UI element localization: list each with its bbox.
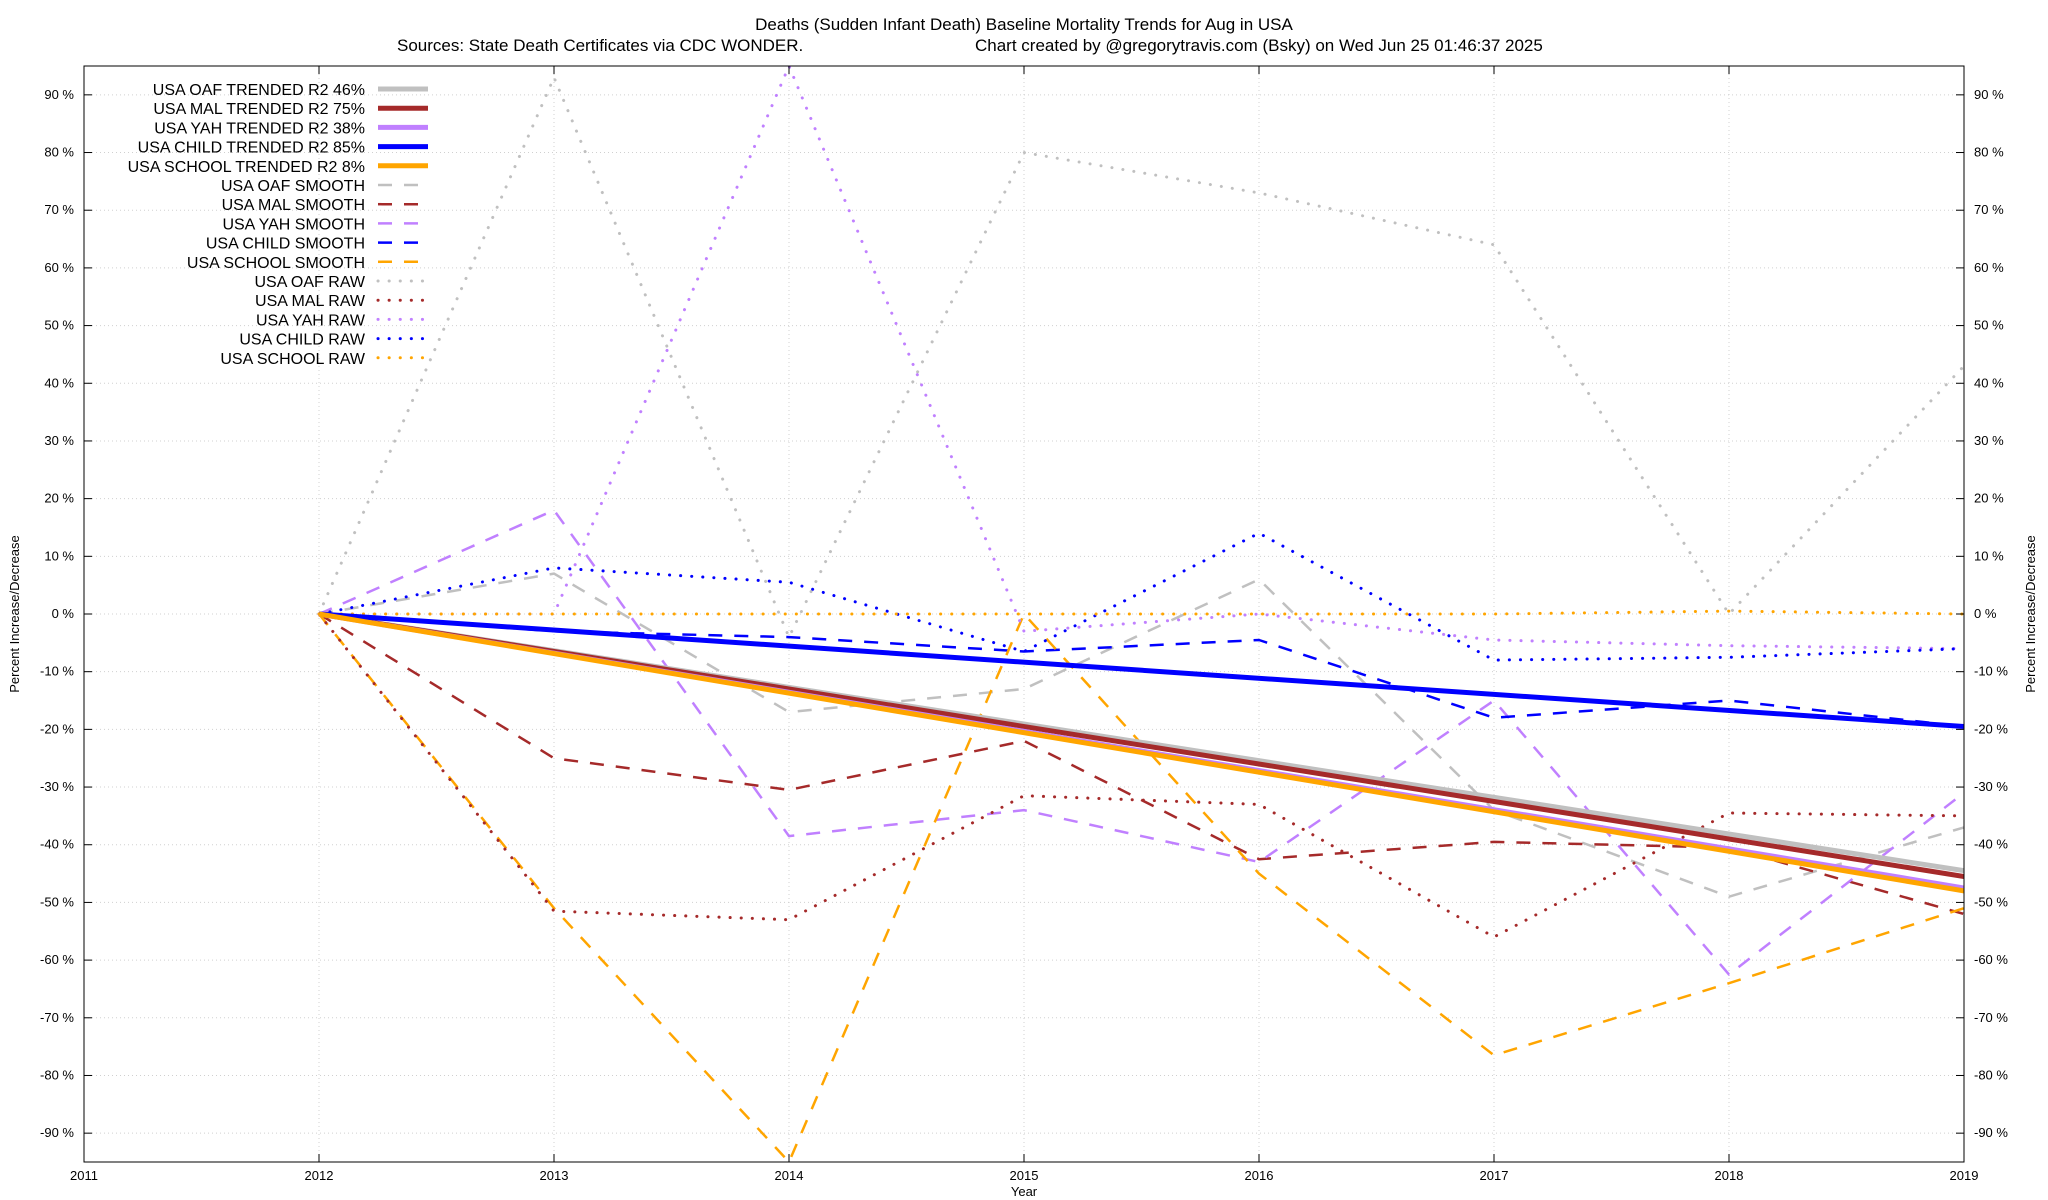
y2-tick-label: 90 % <box>1974 87 2004 102</box>
y-tick-label: 10 % <box>44 548 74 563</box>
grid <box>84 66 1964 1162</box>
legend-label: USA SCHOOL TRENDED R2 8% <box>128 159 365 176</box>
series-line-usa-child-trended-r2-85 <box>318 611 1964 729</box>
y2-tick-label: 10 % <box>1974 548 2004 563</box>
y2-tick-label: -90 % <box>1974 1125 2008 1140</box>
y-tick-label: -50 % <box>40 894 74 909</box>
series-line-usa-yah-smooth <box>318 508 1964 976</box>
series-line-usa-child-smooth <box>318 612 1964 728</box>
y-tick-label: -20 % <box>40 721 74 736</box>
y2-tick-label: 50 % <box>1974 318 2004 333</box>
legend-label: USA CHILD SMOOTH <box>206 236 365 253</box>
y-tick-label: 80 % <box>44 145 74 160</box>
y2-tick-label: -80 % <box>1974 1067 2008 1082</box>
y2-tick-label: 80 % <box>1974 145 2004 160</box>
x-tick-label: 2013 <box>540 1168 569 1183</box>
y2-tick-label: 20 % <box>1974 491 2004 506</box>
x-tick-label: 2018 <box>1715 1168 1744 1183</box>
x-axis-label: Year <box>1011 1184 1038 1199</box>
x-tick-label: 2019 <box>1950 1168 1979 1183</box>
y-tick-label: -30 % <box>40 779 74 794</box>
series-line-usa-child-raw <box>317 531 1964 662</box>
chart-title: Deaths (Sudden Infant Death) Baseline Mo… <box>755 15 1293 34</box>
y2-tick-label: -30 % <box>1974 779 2008 794</box>
series-line-usa-yah-raw <box>317 66 1964 651</box>
chart-subtitle-credit: Chart created by @gregorytravis.com (Bsk… <box>975 36 1543 55</box>
y-tick-label: 50 % <box>44 318 74 333</box>
legend-label: USA YAH TRENDED R2 38% <box>154 120 365 137</box>
legend-label: USA CHILD RAW <box>239 332 366 349</box>
y2-tick-label: 30 % <box>1974 433 2004 448</box>
y2-axis-label: Percent Increase/Decrease <box>2023 535 2038 693</box>
axis-ticks: 2011 2012 2013 2014 2015 2016 2017 2018 2019 90 %… <box>40 66 2008 1183</box>
y-axis-label: Percent Increase/Decrease <box>7 535 22 693</box>
plot-series <box>317 66 1964 1162</box>
y2-tick-label: 0 % <box>1974 606 1997 621</box>
y2-tick-label: 60 % <box>1974 260 2004 275</box>
y-tick-label: 30 % <box>44 433 74 448</box>
legend-label: USA MAL TRENDED R2 75% <box>153 101 365 118</box>
y-tick-label: -40 % <box>40 837 74 852</box>
y-tick-label: -70 % <box>40 1010 74 1025</box>
x-tick-label: 2017 <box>1480 1168 1509 1183</box>
y-tick-label: -10 % <box>40 664 74 679</box>
y-tick-label: 20 % <box>44 491 74 506</box>
legend-label: USA OAF RAW <box>254 274 365 291</box>
legend-label: USA YAH RAW <box>256 312 366 329</box>
x-tick-label: 2016 <box>1245 1168 1274 1183</box>
legend-label: USA OAF TRENDED R2 46% <box>153 82 365 99</box>
y2-tick-label: -40 % <box>1974 837 2008 852</box>
legend-label: USA CHILD TRENDED R2 85% <box>138 140 365 157</box>
x-tick-label: 2014 <box>775 1168 804 1183</box>
legend-label: USA MAL SMOOTH <box>222 197 365 214</box>
y-tick-label: 0 % <box>52 606 75 621</box>
legend: USA OAF TRENDED R2 46% USA MAL TRENDED R2… <box>128 82 430 368</box>
legend-label: USA SCHOOL RAW <box>220 351 366 368</box>
legend-label: USA YAH SMOOTH <box>222 216 365 233</box>
y2-tick-label: -70 % <box>1974 1010 2008 1025</box>
x-tick-label: 2012 <box>305 1168 334 1183</box>
series-line-usa-oaf-smooth <box>318 572 1964 898</box>
y-tick-label: -60 % <box>40 952 74 967</box>
y2-tick-label: -10 % <box>1974 664 2008 679</box>
y-tick-label: -90 % <box>40 1125 74 1140</box>
y-tick-label: 60 % <box>44 260 74 275</box>
series-line-usa-school-trended-r2-8 <box>318 611 1964 894</box>
series-line-usa-school-raw <box>317 609 1964 616</box>
x-tick-label: 2011 <box>70 1168 98 1183</box>
y2-tick-label: -50 % <box>1974 894 2008 909</box>
series-line-usa-oaf-raw <box>317 76 1964 639</box>
y2-tick-label: 40 % <box>1974 375 2004 390</box>
y-tick-label: 90 % <box>44 87 74 102</box>
y2-tick-label: -60 % <box>1974 952 2008 967</box>
y-tick-label: 70 % <box>44 202 74 217</box>
series-line-usa-mal-smooth <box>318 612 1964 916</box>
legend-label: USA MAL RAW <box>255 293 366 310</box>
x-tick-label: 2015 <box>1010 1168 1039 1183</box>
legend-label: USA SCHOOL SMOOTH <box>187 255 365 272</box>
y2-tick-label: 70 % <box>1974 202 2004 217</box>
y-tick-label: 40 % <box>44 375 74 390</box>
chart-subtitle-source: Sources: State Death Certificates via CD… <box>397 36 803 55</box>
legend-label: USA OAF SMOOTH <box>221 178 365 195</box>
y2-tick-label: -20 % <box>1974 721 2008 736</box>
y-tick-label: -80 % <box>40 1067 74 1082</box>
